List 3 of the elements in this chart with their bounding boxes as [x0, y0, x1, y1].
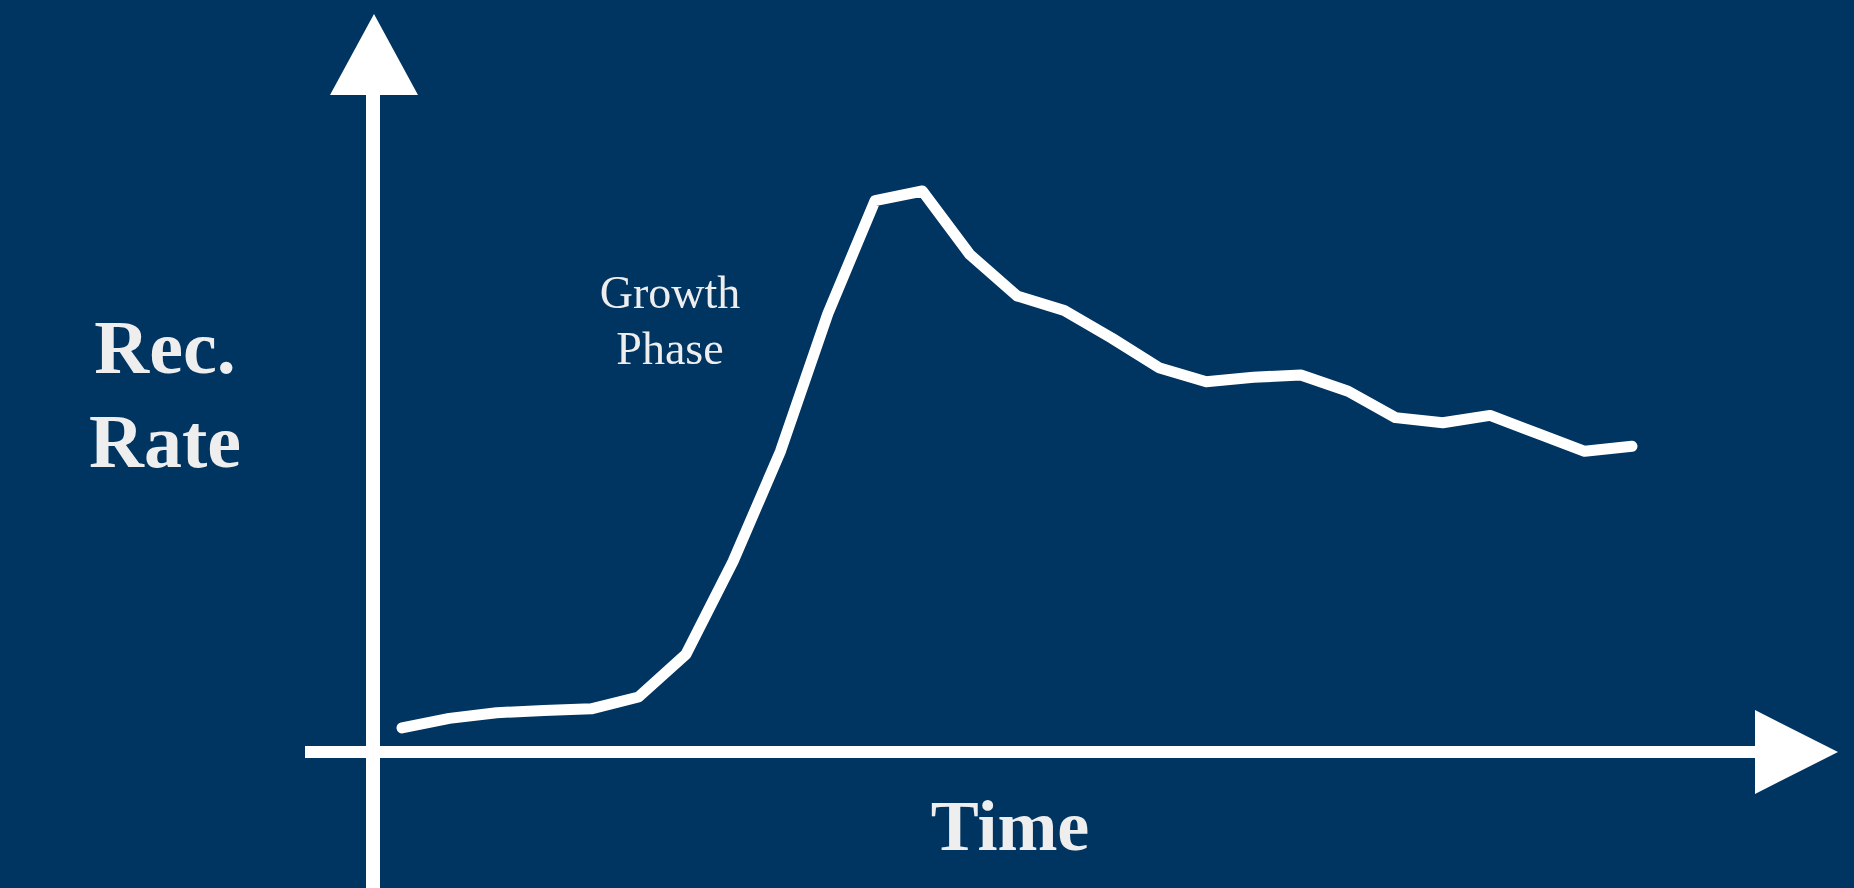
y-axis-title: Rec. Rate	[88, 304, 242, 485]
x-axis-title: Time	[929, 785, 1091, 868]
annotation: Growth Phase	[598, 266, 742, 376]
